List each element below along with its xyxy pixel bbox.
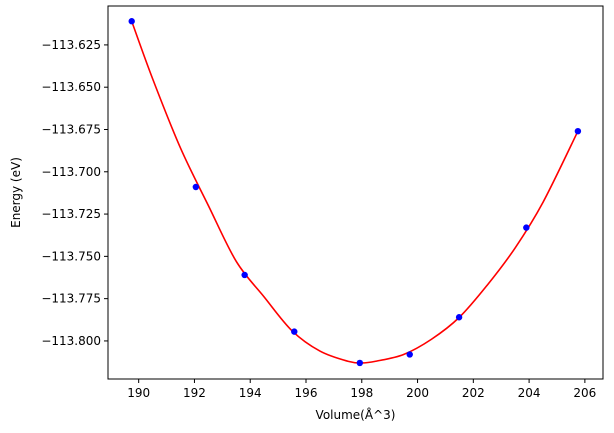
x-tick-label: 200 [406,386,429,400]
x-tick-label: 194 [239,386,262,400]
y-tick-label: −113.700 [41,165,101,179]
x-tick-label: 190 [127,386,150,400]
data-point [192,183,200,191]
fit-curve-layer [130,20,579,364]
data-point [356,359,364,367]
data-point [241,271,248,279]
y-tick-label: −113.725 [41,207,101,221]
data-point [406,351,413,358]
data-point [455,314,463,321]
x-tick-label: 196 [295,386,318,400]
y-axis-label: Energy (eV) [9,157,23,228]
plot-frame [107,5,604,380]
data-points-layer [128,18,582,367]
y-tick-label: −113.650 [41,80,101,94]
y-axis-ticks: −113.625 −113.650 −113.675 −113.700 −113.725… [41,38,108,348]
fit-curve-line [130,20,579,364]
x-tick-label: 192 [183,386,206,400]
data-point [574,127,582,135]
x-tick-label: 206 [573,386,596,400]
y-tick-label: −113.625 [41,38,101,52]
y-tick-label: −113.800 [41,334,101,348]
y-tick-label: −113.675 [41,122,101,136]
x-tick-label: 204 [518,386,541,400]
x-tick-label: 198 [350,386,373,400]
x-axis-label: Volume(Å^3) [316,407,396,422]
data-point [291,328,298,335]
y-tick-label: −113.775 [41,292,101,306]
x-tick-label: 202 [462,386,485,400]
y-tick-label: −113.750 [41,249,101,263]
data-point [128,18,135,25]
data-point [523,224,530,231]
x-axis-ticks: 190 192 194 196 198 200 202 204 206 [127,379,596,400]
